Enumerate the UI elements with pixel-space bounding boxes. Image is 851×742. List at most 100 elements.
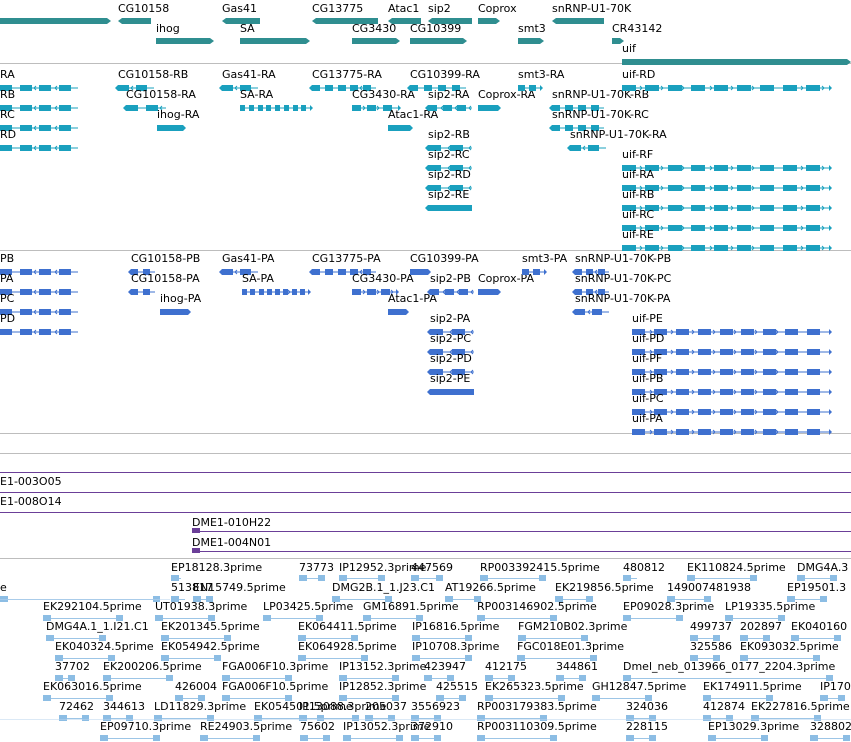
- est-label[interactable]: EP18128.3prime: [171, 561, 263, 574]
- transcript-label[interactable]: RA: [0, 68, 15, 81]
- transcript-sip2-rc[interactable]: [425, 164, 475, 172]
- transcript-snrnp-u1-70k-pa[interactable]: [572, 308, 612, 316]
- gene-cg10399[interactable]: [406, 37, 471, 45]
- est-feature[interactable]: [787, 596, 827, 602]
- transcript-label[interactable]: ihog-PA: [160, 292, 202, 305]
- transcript-gas41-ra[interactable]: [219, 84, 261, 92]
- est-label[interactable]: FGM210B02.3prime: [518, 620, 628, 633]
- est-feature[interactable]: [623, 675, 833, 681]
- est-label[interactable]: 3556923: [411, 700, 460, 713]
- est-label[interactable]: EK040160: [791, 620, 848, 633]
- est-feature[interactable]: [667, 596, 711, 602]
- est-feature[interactable]: [339, 675, 399, 681]
- est-label[interactable]: EP09710.3prime: [100, 720, 192, 733]
- clone-line[interactable]: [192, 531, 851, 532]
- transcript-cg10158-rb[interactable]: [115, 84, 157, 92]
- est-feature[interactable]: [200, 735, 260, 741]
- est-feature[interactable]: [299, 575, 325, 581]
- est-label[interactable]: IP13052.3prime: [343, 720, 431, 733]
- est-label[interactable]: RP003179383.5prime: [477, 700, 597, 713]
- est-label[interactable]: EK064411.5prime: [298, 620, 397, 633]
- gene-label-smt3[interactable]: smt3: [518, 22, 546, 35]
- transcript-label[interactable]: sip2-PD: [430, 352, 472, 365]
- gene-gas41[interactable]: [218, 17, 264, 25]
- transcript-sip2-rd[interactable]: [425, 184, 475, 192]
- est-feature[interactable]: [298, 635, 358, 641]
- transcript-label[interactable]: CG3430-RA: [352, 88, 415, 101]
- est-label[interactable]: DMG2B.1_1.J23.C1: [332, 581, 435, 594]
- gene-bar-offscreen[interactable]: [0, 17, 115, 25]
- est-label[interactable]: 324036: [626, 700, 668, 713]
- transcript-sa-ra[interactable]: [237, 104, 313, 112]
- transcript-atac1-pa[interactable]: [385, 308, 409, 316]
- est-label[interactable]: EK093032.5prime: [740, 640, 839, 653]
- est-feature[interactable]: [103, 675, 173, 681]
- est-feature[interactable]: [222, 675, 292, 681]
- transcript-label[interactable]: uif-PE: [632, 312, 663, 325]
- est-feature[interactable]: [411, 575, 443, 581]
- est-feature[interactable]: [59, 715, 89, 721]
- est-label[interactable]: 499737: [690, 620, 732, 633]
- transcript-uif-rc[interactable]: [619, 224, 832, 232]
- transcript-pa[interactable]: [0, 288, 81, 296]
- transcript-ihog-pa[interactable]: [157, 308, 191, 316]
- est-label[interactable]: DMG4A.1_1.I21.C1: [46, 620, 149, 633]
- transcript-uif-pb[interactable]: [629, 388, 832, 396]
- gene-label-cg13775[interactable]: CG13775: [312, 2, 364, 15]
- transcript-label[interactable]: CG10158-PB: [131, 252, 201, 265]
- est-feature[interactable]: [820, 695, 845, 701]
- transcript-snrnp-u1-70k-rc[interactable]: [549, 124, 607, 132]
- transcript-sip2-pe[interactable]: [427, 388, 477, 396]
- est-label[interactable]: 328802: [810, 720, 851, 733]
- transcript-label[interactable]: uif-PB: [632, 372, 664, 385]
- est-feature[interactable]: [810, 735, 850, 741]
- est-label[interactable]: 425515: [436, 680, 478, 693]
- transcript-label[interactable]: sip2-RD: [428, 168, 471, 181]
- est-label[interactable]: EK063016.5prime: [43, 680, 142, 693]
- transcript-label[interactable]: sip2-PC: [430, 332, 472, 345]
- est-feature[interactable]: [708, 735, 768, 741]
- est-feature[interactable]: [623, 575, 637, 581]
- est-label[interactable]: GH12847.5prime: [592, 680, 687, 693]
- est-label[interactable]: 412874: [703, 700, 745, 713]
- est-label[interactable]: GM16891.5prime: [363, 600, 459, 613]
- est-feature[interactable]: [751, 715, 821, 721]
- est-label[interactable]: IP12952.3prime: [339, 561, 427, 574]
- est-feature[interactable]: [43, 615, 123, 621]
- transcript-cg10158-pa[interactable]: [128, 288, 158, 296]
- est-feature[interactable]: [332, 596, 392, 602]
- transcript-rb[interactable]: [0, 104, 81, 112]
- gene-label-coprox[interactable]: Coprox: [478, 2, 517, 15]
- est-label[interactable]: IP16816.5prime: [412, 620, 500, 633]
- est-label[interactable]: EP09028.3prime: [623, 600, 715, 613]
- est-label[interactable]: LP03425.5prime: [263, 600, 354, 613]
- transcript-label[interactable]: snRNP-U1-70K-RB: [552, 88, 650, 101]
- est-feature[interactable]: [171, 575, 181, 581]
- est-feature[interactable]: [46, 635, 106, 641]
- gene-label-cg10158[interactable]: CG10158: [118, 2, 170, 15]
- est-label[interactable]: EP13029.3prime: [708, 720, 800, 733]
- est-label[interactable]: FGC018E01.3prime: [517, 640, 625, 653]
- transcript-label[interactable]: Atac1-RA: [388, 108, 439, 121]
- transcript-smt3-pa[interactable]: [519, 268, 547, 276]
- transcript-label[interactable]: snRNP-U1-70K-RC: [552, 108, 649, 121]
- clone-label[interactable]: E1-008O14: [0, 495, 62, 508]
- est-label[interactable]: 149007481938: [667, 581, 751, 594]
- transcript-label[interactable]: sip2-PB: [430, 272, 471, 285]
- est-label[interactable]: Dmel_neb_013966_0177_2204.3prime: [623, 660, 836, 673]
- gene-uif[interactable]: [618, 58, 851, 66]
- est-label[interactable]: EP19501.3: [787, 581, 847, 594]
- est-feature[interactable]: [263, 615, 323, 621]
- est-label[interactable]: EN15749.5prime: [193, 581, 286, 594]
- est-label[interactable]: 426004: [175, 680, 217, 693]
- est-feature[interactable]: [797, 575, 837, 581]
- est-feature[interactable]: [43, 695, 113, 701]
- transcript-label[interactable]: uif-PC: [632, 392, 664, 405]
- transcript-label[interactable]: RC: [0, 108, 15, 121]
- gene-smt3[interactable]: [514, 37, 548, 45]
- transcript-sa-pa[interactable]: [239, 288, 311, 296]
- est-label[interactable]: RP003146902.5prime: [477, 600, 597, 613]
- est-feature[interactable]: [55, 675, 75, 681]
- transcript-label[interactable]: SA-PA: [242, 272, 274, 285]
- transcript-label[interactable]: CG10158-RA: [126, 88, 196, 101]
